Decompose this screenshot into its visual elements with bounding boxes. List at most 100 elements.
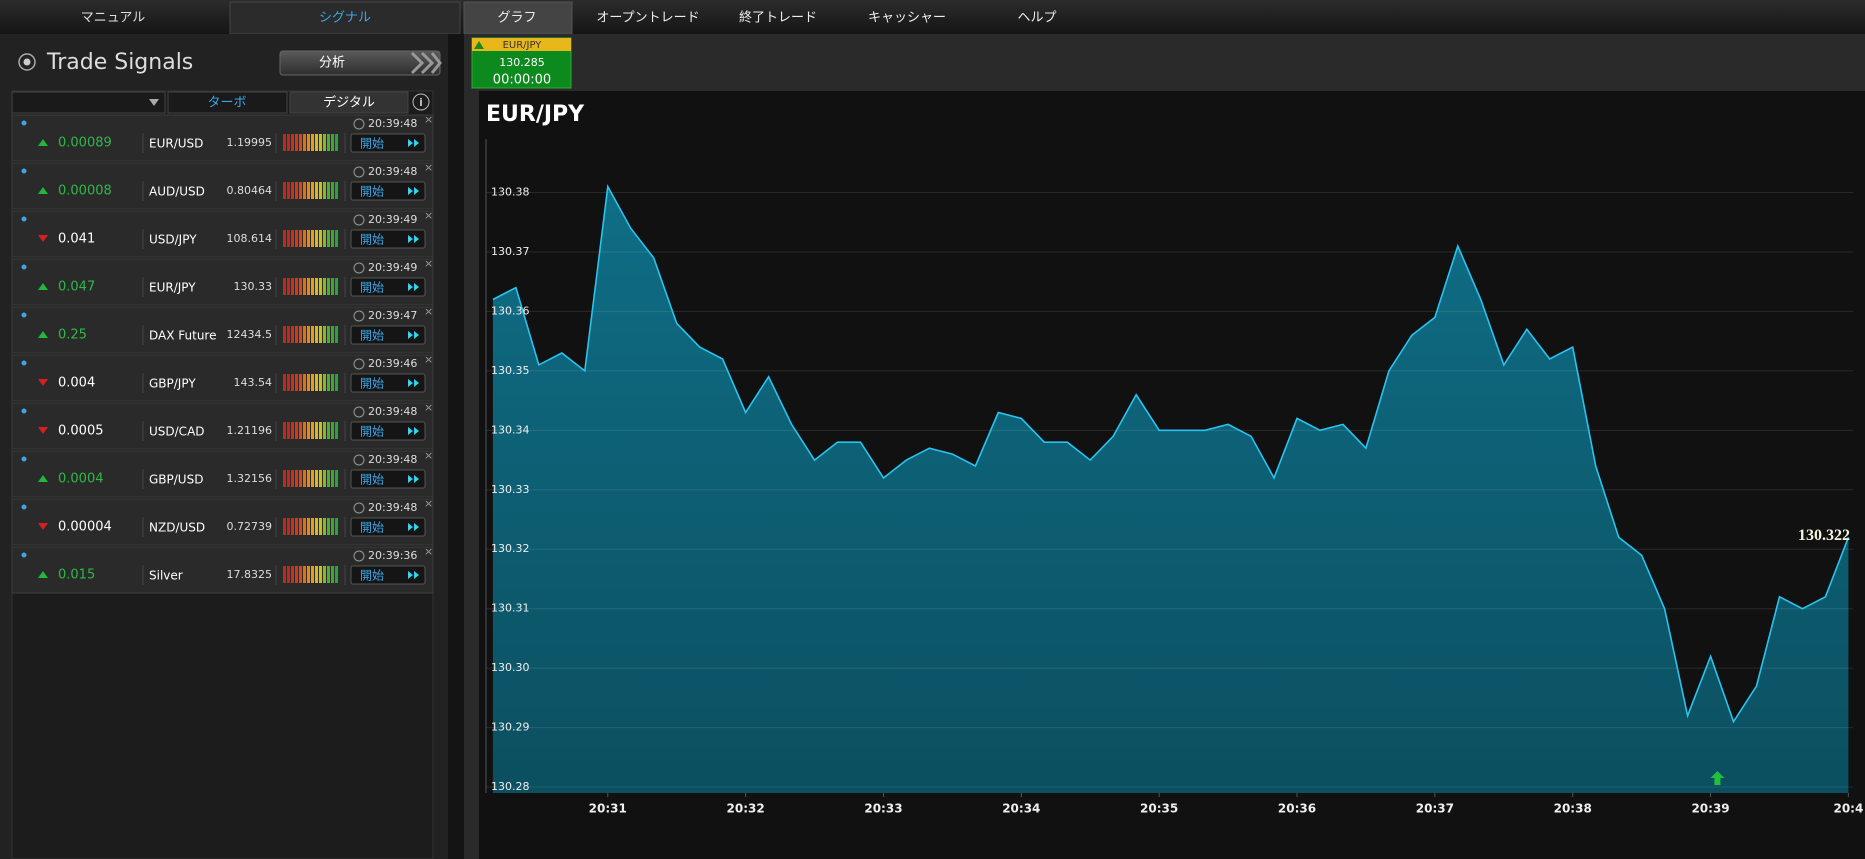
close-icon[interactable]: × [424,209,433,222]
active-tab[interactable] [463,1,573,35]
signal-price: 1.32156 [227,472,273,485]
nav-tab[interactable]: キャッシャー [868,11,946,26]
signal-price: 17.8325 [227,568,273,581]
meter-bar [283,278,286,295]
start-button[interactable] [350,133,426,153]
meter-bar [315,182,318,199]
meter-bar [299,374,302,391]
meter-bar [319,518,322,535]
x-tick-label: 20:35 [1140,802,1178,816]
status-dot [21,264,27,270]
start-label[interactable]: 開始 [360,185,384,199]
close-icon[interactable]: × [424,545,433,558]
meter-bar [311,470,314,487]
start-arrows [408,187,419,195]
close-icon[interactable]: × [424,257,433,270]
info-icon[interactable] [412,93,430,111]
start-label[interactable]: 開始 [360,281,384,295]
signal-price: 1.19995 [227,136,273,149]
panel-title: Trade Signals [46,50,193,75]
y-tick-label: 130.37 [491,245,530,258]
signal-change: 0.015 [58,568,95,583]
status-dot [21,408,27,414]
meter-bar [323,422,326,439]
active-tab[interactable] [229,1,461,35]
close-icon[interactable]: × [424,449,433,462]
close-icon[interactable]: × [424,353,433,366]
meter-bar [327,230,330,247]
start-label[interactable]: 開始 [360,329,384,343]
start-arrows [408,379,419,387]
nav-tab[interactable]: ヘルプ [1017,11,1056,26]
meter-bar [307,134,310,151]
meter-bar [283,422,286,439]
y-tick-label: 130.33 [491,483,530,496]
start-button[interactable] [350,229,426,249]
nav-tab[interactable]: マニュアル [81,11,146,26]
close-icon[interactable]: × [424,497,433,510]
direction-arrow [38,379,48,386]
clock-icon [353,214,365,226]
close-icon[interactable]: × [424,401,433,414]
meter-bar [319,278,322,295]
status-dot [21,216,27,222]
start-label[interactable]: 開始 [360,377,384,391]
start-button[interactable] [350,181,426,201]
start-button[interactable] [350,469,426,489]
meter-bar [335,422,338,439]
filter-tab[interactable] [289,91,409,114]
close-icon[interactable]: × [424,161,433,174]
close-icon[interactable]: × [424,305,433,318]
analyze-label[interactable]: 分析 [319,56,345,71]
start-label[interactable]: 開始 [360,137,384,151]
filter-label[interactable]: ターボ [207,96,246,111]
analyze-button[interactable] [279,50,441,76]
filter-tab[interactable] [167,91,288,114]
meter-bar [327,566,330,583]
meter-bar [311,278,314,295]
start-label[interactable]: 開始 [360,473,384,487]
meter-bar [291,518,294,535]
direction-arrow [38,187,48,194]
start-label[interactable]: 開始 [360,521,384,535]
meter-bar [331,470,334,487]
meter-bar [295,326,298,343]
signal-change: 0.25 [58,328,87,343]
meter-bar [287,422,290,439]
nav-tab[interactable]: 終了トレード [739,10,817,26]
start-button[interactable] [350,421,426,441]
meter-bar [327,422,330,439]
nav-tab[interactable]: オープントレード [596,11,699,26]
direction-arrow [38,331,48,338]
meter-bar [287,374,290,391]
price-line [492,184,1850,724]
start-label[interactable]: 開始 [360,425,384,439]
meter-bar [335,374,338,391]
meter-bar [295,134,298,151]
start-arrows [408,331,419,339]
nav-tab[interactable]: グラフ [497,11,536,26]
start-button[interactable] [350,373,426,393]
start-button[interactable] [350,565,426,585]
meter-bar [311,566,314,583]
dropdown[interactable] [11,91,166,114]
start-label[interactable]: 開始 [360,569,384,583]
meter-bar [327,134,330,151]
nav-tab[interactable]: シグナル [319,11,371,26]
close-icon[interactable]: × [424,113,433,126]
start-label[interactable]: 開始 [360,233,384,247]
meter-bar [331,278,334,295]
meter-bar [307,470,310,487]
meter-bar [291,374,294,391]
meter-bar [283,134,286,151]
filter-label[interactable]: デジタル [323,95,375,111]
start-button[interactable] [350,325,426,345]
radio-icon[interactable] [18,53,36,71]
start-button[interactable] [350,517,426,537]
signal-change: 0.047 [58,280,95,295]
y-tick-label: 130.38 [491,186,530,199]
x-tick-label: 20:37 [1416,802,1454,816]
start-button[interactable] [350,277,426,297]
meter-bar [303,566,306,583]
